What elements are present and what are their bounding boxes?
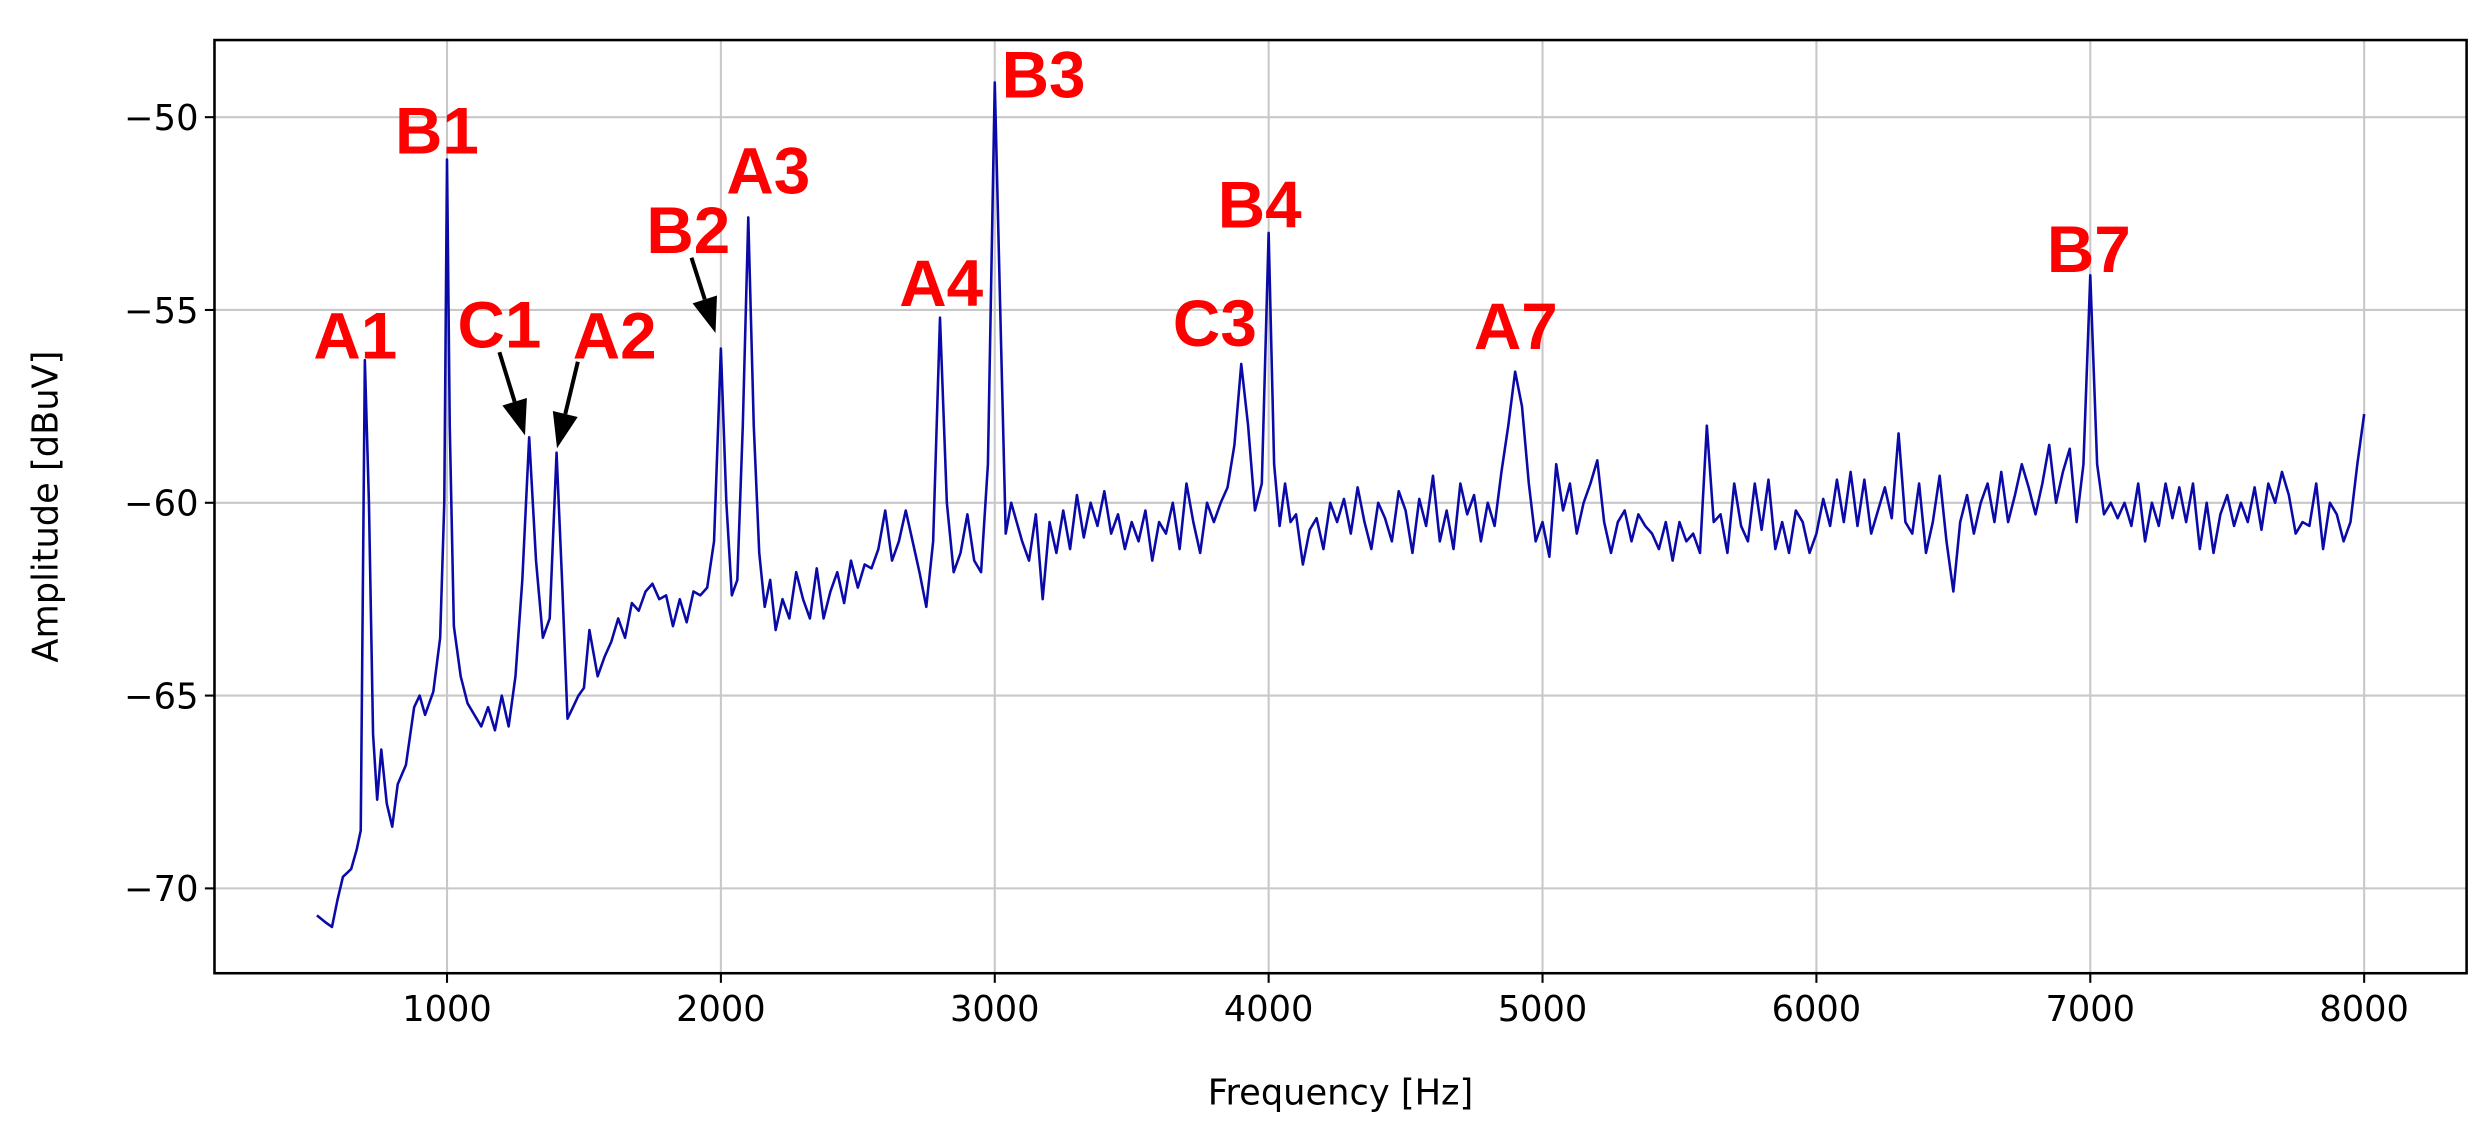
- arrow-shaft: [563, 361, 580, 415]
- peak-label: A4: [899, 247, 983, 320]
- arrow-shaft: [497, 351, 517, 403]
- y-tick-label: −65: [124, 676, 198, 717]
- grid: [214, 40, 2467, 974]
- series-line: [316, 81, 2366, 929]
- arrow-head: [552, 410, 578, 449]
- x-tick-label: 4000: [1224, 989, 1314, 1030]
- peak-label: A1: [313, 300, 397, 373]
- plot-area: [316, 81, 2366, 929]
- axes-frame: [213, 38, 2468, 975]
- x-tick-label: 8000: [2319, 989, 2409, 1030]
- arrow-head: [692, 295, 717, 333]
- peak-label: B1: [395, 95, 479, 168]
- peak-label: A2: [573, 300, 657, 373]
- peak-label: C1: [457, 288, 541, 361]
- peak-label: B7: [2047, 213, 2131, 286]
- x-tick-label: 2000: [676, 989, 766, 1030]
- x-axis-label: Frequency [Hz]: [1208, 1072, 1473, 1113]
- x-tick-label: 5000: [1498, 989, 1588, 1030]
- peak-label: B3: [1002, 39, 1086, 112]
- y-tick-label: −60: [124, 484, 198, 525]
- peak-label: C3: [1173, 287, 1257, 360]
- x-tick-label: 3000: [950, 989, 1040, 1030]
- y-tick-label: −50: [124, 98, 198, 139]
- y-tick-label: −70: [124, 869, 198, 910]
- y-tick-label: −55: [124, 291, 198, 332]
- peak-label: B2: [646, 194, 730, 267]
- peak-label: B4: [1218, 168, 1302, 241]
- arrow-shaft: [689, 257, 707, 301]
- peak-label: A3: [726, 135, 810, 208]
- ticks: 1000 2000 3000 4000 5000 6000 7000 8000 −70 −65 −6…: [124, 98, 2409, 1030]
- x-tick-label: 1000: [402, 989, 492, 1030]
- peak-label: A7: [1474, 290, 1558, 363]
- y-axis-label: Amplitude [dBuV]: [26, 351, 67, 663]
- arrow-head: [502, 397, 527, 436]
- x-tick-label: 6000: [1772, 989, 1862, 1030]
- x-tick-label: 7000: [2045, 989, 2135, 1030]
